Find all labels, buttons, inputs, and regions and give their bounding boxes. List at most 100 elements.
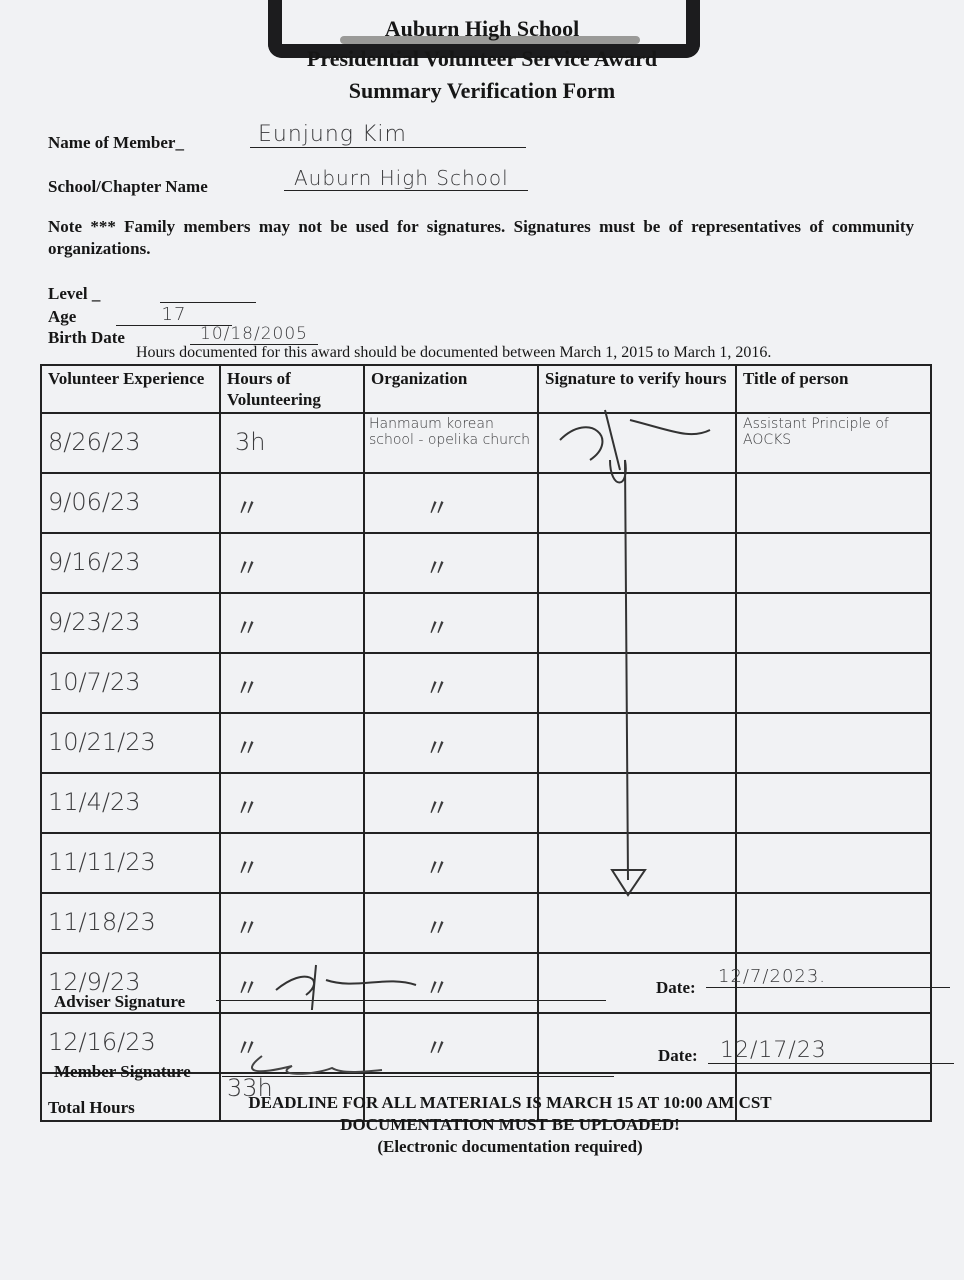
signature-cell[interactable] [537, 592, 737, 654]
title-cell[interactable] [735, 832, 932, 894]
organization-cell[interactable]: 〃 [363, 772, 539, 834]
clipboard-clip [268, 0, 700, 58]
organization-cell[interactable]: 〃 [363, 592, 539, 654]
deadline-notice: DEADLINE FOR ALL MATERIALS IS MARCH 15 A… [0, 1092, 964, 1158]
header-signature: Signature to verify hours [537, 364, 737, 414]
date-cell[interactable]: 9/06/23 [40, 472, 221, 534]
table-row: 11/11/23 〃〃 [40, 832, 932, 894]
member-date-label: Date: [658, 1046, 698, 1065]
name-label: Name of Member_ [48, 133, 184, 152]
title-cell[interactable] [735, 652, 932, 714]
hours-cell[interactable]: 〃 [219, 892, 365, 954]
date-cell[interactable]: 10/7/23 [40, 652, 221, 714]
adviser-signature-field[interactable] [216, 964, 606, 1010]
upload-line: DOCUMENTATION MUST BE UPLOADED! [340, 1115, 680, 1134]
title-cell[interactable] [735, 952, 932, 1014]
hours-cell[interactable]: 〃 [219, 592, 365, 654]
member-signature-label: Member Signature [54, 1062, 191, 1081]
table-row: 8/26/23 3h Hanmaum korean school - opelika… [40, 412, 932, 474]
hours-period-note: Hours documented for this award should b… [136, 344, 772, 361]
signature-cell[interactable] [537, 652, 737, 714]
signature-cell[interactable] [537, 892, 737, 954]
table-row: 11/18/23 〃〃 [40, 892, 932, 954]
date-cell[interactable]: 8/26/23 [40, 412, 221, 474]
hours-cell[interactable]: 〃 [219, 772, 365, 834]
title-cell[interactable] [735, 592, 932, 654]
signature-cell[interactable] [537, 952, 737, 1014]
table-header-row: Volunteer Experience Hours of Volunteeri… [40, 364, 932, 414]
deadline-line: DEADLINE FOR ALL MATERIALS IS MARCH 15 A… [248, 1093, 772, 1112]
table-row: 11/4/23 〃〃 [40, 772, 932, 834]
signature-cell[interactable] [537, 832, 737, 894]
organization-cell[interactable]: 〃 [363, 832, 539, 894]
birth-date-label: Birth Date [48, 328, 125, 347]
organization-cell[interactable]: 〃 [363, 472, 539, 534]
organization-cell[interactable]: 〃 [363, 652, 539, 714]
date-cell[interactable]: 9/23/23 [40, 592, 221, 654]
name-field[interactable]: Eunjung Kim [250, 122, 526, 148]
organization-cell[interactable]: 〃 [363, 532, 539, 594]
table-cell[interactable] [735, 1072, 932, 1122]
date-cell[interactable]: 10/21/23 [40, 712, 221, 774]
signature-arrow [559, 409, 711, 897]
title-cell[interactable] [735, 712, 932, 774]
table-row: 9/06/23 〃〃 [40, 472, 932, 534]
school-field[interactable]: Auburn High School [284, 166, 528, 191]
signature-cell[interactable] [537, 772, 737, 834]
volunteer-hours-table: Volunteer Experience Hours of Volunteeri… [40, 364, 932, 1122]
hours-cell[interactable]: 〃 [219, 532, 365, 594]
title-cell[interactable]: Assistant Principle of AOCKS [735, 412, 932, 474]
organization-cell[interactable]: Hanmaum korean school - opelika church [363, 412, 539, 474]
date-cell[interactable]: 11/11/23 [40, 832, 221, 894]
header-volunteer-experience: Volunteer Experience [40, 364, 221, 414]
table-cell[interactable] [537, 1072, 737, 1122]
age-label: Age [48, 307, 77, 326]
form-title: Summary Verification Form [348, 78, 616, 103]
header-title-of-person: Title of person [735, 364, 932, 414]
signature-cell[interactable] [537, 1012, 737, 1074]
hours-cell[interactable]: 〃 [219, 652, 365, 714]
date-cell[interactable]: 11/18/23 [40, 892, 221, 954]
date-cell[interactable]: 12/16/23 [40, 1012, 221, 1074]
school-label: School/Chapter Name [48, 177, 208, 196]
organization-cell[interactable]: 〃 [363, 712, 539, 774]
signature-cell[interactable] [537, 532, 737, 594]
hours-cell[interactable]: 〃 [219, 472, 365, 534]
date-cell[interactable]: 11/4/23 [40, 772, 221, 834]
electronic-line: (Electronic documentation required) [377, 1137, 643, 1156]
member-signature-drawing [251, 1055, 383, 1075]
date-cell[interactable]: 12/9/23 [40, 952, 221, 1014]
level-field[interactable] [160, 284, 256, 303]
total-hours-label: Total Hours [40, 1072, 221, 1122]
organization-cell[interactable]: 〃 [363, 952, 539, 1014]
member-date-field[interactable]: 12/17/23 [708, 1038, 954, 1064]
title-cell[interactable] [735, 892, 932, 954]
table-row: 10/7/23 〃〃 [40, 652, 932, 714]
table-cell[interactable] [363, 1072, 539, 1122]
adviser-date-field[interactable]: 12/7/2023. [706, 966, 950, 988]
hours-cell[interactable]: 3h [219, 412, 365, 474]
organization-cell[interactable]: 〃 [363, 892, 539, 954]
title-cell[interactable] [735, 532, 932, 594]
hours-cell[interactable]: 〃 [219, 712, 365, 774]
date-cell[interactable]: 9/16/23 [40, 532, 221, 594]
signature-note: Note *** Family members may not be used … [48, 217, 914, 258]
signature-cell[interactable] [537, 712, 737, 774]
title-cell[interactable] [735, 772, 932, 834]
title-cell[interactable] [735, 472, 932, 534]
award-title: Presidential Volunteer Service Award [306, 46, 658, 71]
hours-cell[interactable]: 〃 [219, 1012, 365, 1074]
member-signature-field[interactable] [222, 1046, 614, 1077]
organization-cell[interactable]: 〃 [363, 1012, 539, 1074]
adviser-signature-label: Adviser Signature [54, 992, 186, 1011]
signature-cell[interactable] [537, 472, 737, 534]
age-field[interactable]: 17 [116, 304, 232, 326]
birth-date-field[interactable]: 10/18/2005 [190, 324, 318, 345]
table-row: 12/9/23 〃〃 [40, 952, 932, 1014]
total-row: Total Hours 33h [40, 1072, 932, 1122]
header-hours: Hours of Volunteering [219, 364, 365, 414]
adviser-date-label: Date: [656, 978, 696, 997]
school-title: Auburn High School [384, 16, 580, 41]
hours-cell[interactable]: 〃 [219, 832, 365, 894]
header-organization: Organization [363, 364, 539, 414]
